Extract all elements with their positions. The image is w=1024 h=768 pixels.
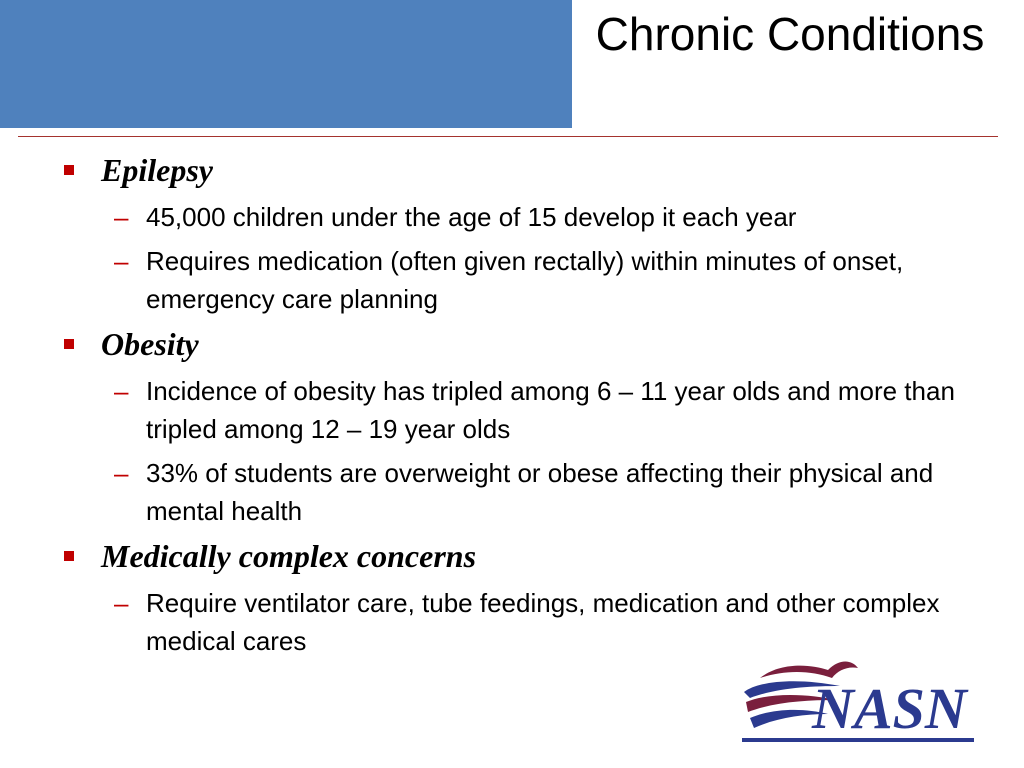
list-item: – Incidence of obesity has tripled among… (0, 372, 1024, 448)
dash-bullet: – (114, 458, 129, 488)
list-item-text: Requires medication (often given rectall… (146, 246, 904, 314)
square-bullet-icon (64, 165, 74, 175)
dash-bullet: – (114, 588, 129, 618)
dash-bullet: – (114, 202, 129, 232)
section-heading-label: Epilepsy (101, 152, 213, 188)
list-item-text: Incidence of obesity has tripled among 6… (146, 376, 955, 444)
list-item: – Require ventilator care, tube feedings… (0, 584, 1024, 660)
section-heading-label: Obesity (101, 326, 199, 362)
list-item: – 45,000 children under the age of 15 de… (0, 198, 1024, 236)
square-bullet-icon (64, 551, 74, 561)
section-heading-obesity: Obesity (0, 322, 1024, 366)
slide-content: Epilepsy – 45,000 children under the age… (0, 148, 1024, 660)
section-heading-label: Medically complex concerns (101, 538, 477, 574)
header-color-block (0, 0, 572, 128)
list-item: – 33% of students are overweight or obes… (0, 454, 1024, 530)
list-item-text: Require ventilator care, tube feedings, … (146, 588, 940, 656)
list-item-text: 45,000 children under the age of 15 deve… (146, 202, 797, 232)
square-bullet-icon (64, 339, 74, 349)
section-heading-medically-complex: Medically complex concerns (0, 534, 1024, 578)
title-divider (18, 136, 998, 137)
slide-title: Chronic Conditions (595, 8, 985, 60)
list-item-text: 33% of students are overweight or obese … (146, 458, 934, 526)
section-heading-epilepsy: Epilepsy (0, 148, 1024, 192)
nasn-logo-icon: NASN (742, 661, 974, 742)
dash-bullet: – (114, 246, 129, 276)
list-item: – Requires medication (often given recta… (0, 242, 1024, 318)
logo-text: NASN (811, 676, 969, 741)
dash-bullet: – (114, 376, 129, 406)
